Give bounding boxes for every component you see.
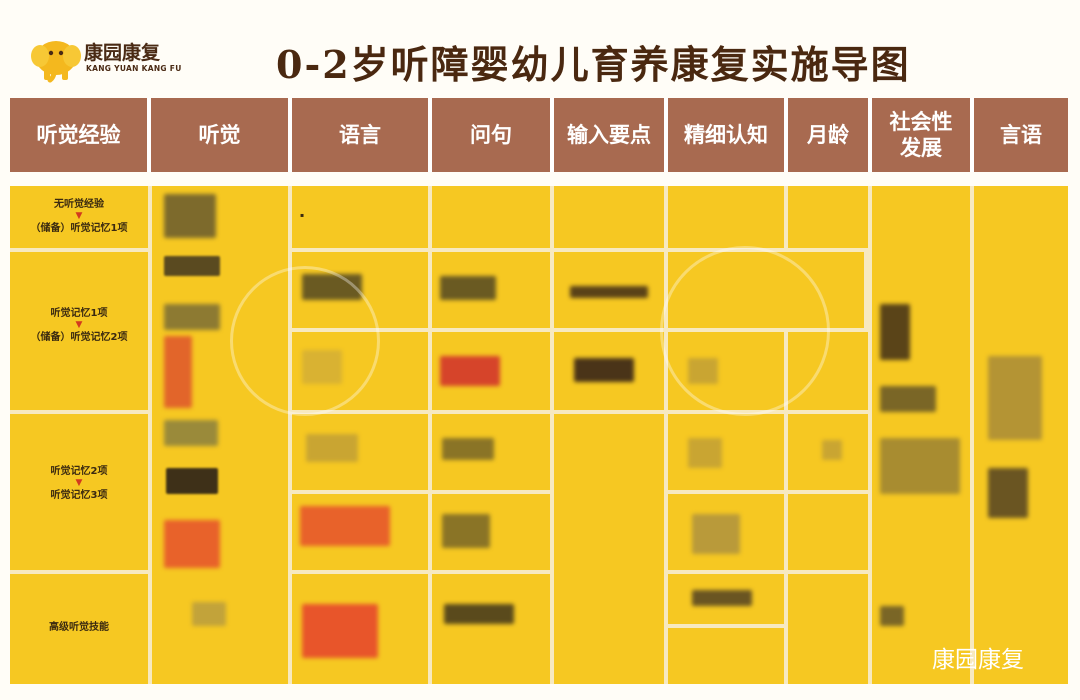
month-cell [788, 574, 868, 684]
question-cell [432, 414, 550, 490]
question-cell [432, 186, 550, 248]
arrow-down-icon: ▼ [75, 478, 83, 488]
cognition-cell [668, 574, 784, 624]
header-hearing: 听觉 [151, 98, 288, 172]
header-language: 语言 [292, 98, 428, 172]
header-input-points: 输入要点 [554, 98, 664, 172]
question-cell [432, 574, 550, 684]
arrow-down-icon: ▼ [75, 211, 83, 221]
input-cell [554, 332, 664, 410]
header-fine-cognition: 精细认知 [668, 98, 784, 172]
header-row: 听觉经验 听觉 语言 问句 输入要点 精细认知 月龄 社会性发展 言语 [10, 98, 1068, 172]
cognition-cell [668, 494, 784, 570]
question-cell [432, 252, 550, 328]
language-cell [292, 574, 428, 684]
hearing-cell [152, 186, 288, 684]
input-cell [554, 186, 664, 248]
header-month-age: 月龄 [788, 98, 868, 172]
logo-name-en: KANG YUAN KANG FU [86, 64, 182, 73]
question-cell [432, 332, 550, 410]
logo-name: 康园康复 [84, 42, 161, 64]
exp-text: 无听觉经验 ▼ （储备）听觉记忆1项 [10, 197, 148, 236]
header-hearing-experience: 听觉经验 [10, 98, 147, 172]
header-social-development: 社会性发展 [872, 98, 970, 172]
watermark-text: 康园康复 [932, 647, 1024, 673]
watermark-logo [230, 266, 380, 416]
exp-cell: 无听觉经验 ▼ （储备）听觉记忆1项 [10, 186, 148, 248]
exp-cell: 听觉记忆2项 ▼ 听觉记忆3项 [10, 414, 148, 570]
exp-text: 听觉记忆1项 ▼ （储备）听觉记忆2项 [10, 306, 148, 345]
elephant-icon [31, 41, 81, 83]
cognition-cell [668, 186, 784, 248]
exp-cell: 听觉记忆1项 ▼ （储备）听觉记忆2项 [10, 252, 148, 410]
input-cell [554, 414, 664, 684]
month-cell [788, 186, 868, 248]
social-cell [872, 186, 970, 684]
watermark-logo [660, 246, 830, 416]
cognition-cell [668, 628, 784, 684]
header-speech: 言语 [974, 98, 1068, 172]
language-cell: ▪ [292, 186, 428, 248]
page-title: 0-2岁听障婴幼儿育养康复实施导图 [276, 42, 911, 87]
speech-cell [974, 186, 1068, 684]
exp-text: 高级听觉技能 [49, 622, 109, 633]
exp-cell: 高级听觉技能 [10, 574, 148, 684]
cognition-cell [668, 414, 784, 490]
language-cell [292, 494, 428, 570]
input-cell [554, 252, 664, 328]
exp-text: 听觉记忆2项 ▼ 听觉记忆3项 [10, 464, 148, 503]
logo: 康园康复 KANG YUAN KANG FU [30, 36, 182, 84]
header-questions: 问句 [432, 98, 550, 172]
guide-grid: 无听觉经验 ▼ （储备）听觉记忆1项 听觉记忆1项 ▼ （储备）听觉记忆2项 听… [10, 186, 1068, 684]
question-cell [432, 494, 550, 570]
month-cell [788, 494, 868, 570]
arrow-down-icon: ▼ [75, 320, 83, 330]
month-cell [788, 414, 868, 490]
language-cell [292, 414, 428, 490]
